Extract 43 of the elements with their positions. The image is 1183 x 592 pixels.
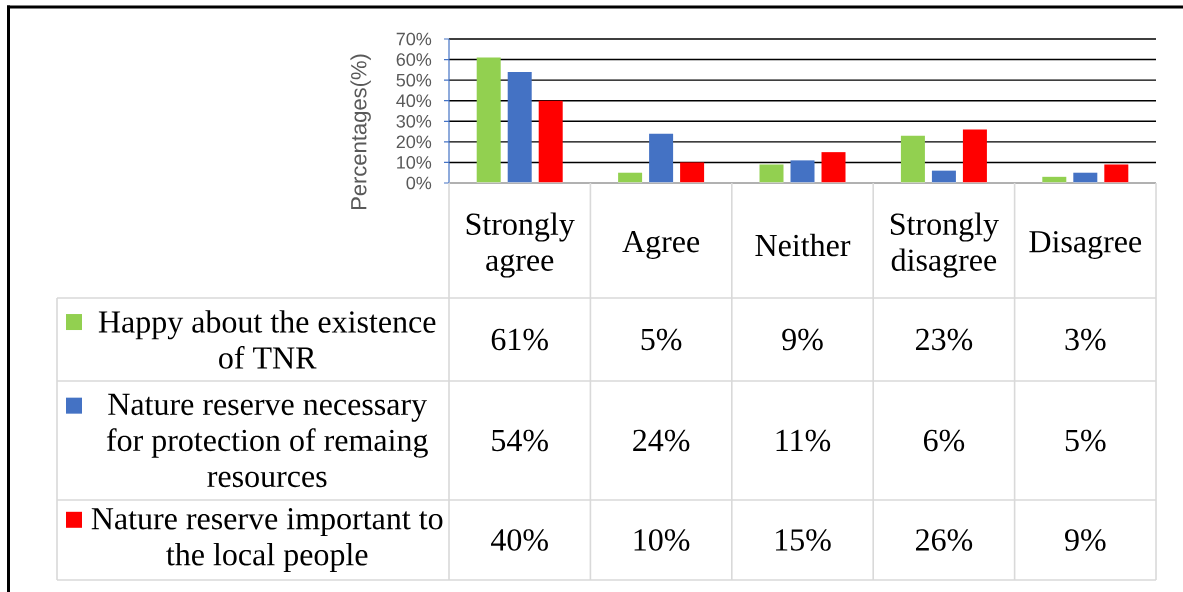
data-label: 40%: [491, 529, 548, 551]
y-tick-label: 30%: [396, 114, 432, 128]
y-tick-label: 40%: [396, 94, 432, 108]
x-tick-label: Strongly agree: [466, 212, 575, 278]
bar: [821, 152, 846, 183]
x-tick-label: Disagree: [1029, 230, 1142, 260]
data-label: 11%: [776, 429, 831, 452]
bar: [790, 160, 815, 183]
x-tick-label: Neither: [755, 233, 851, 257]
x-tick-label: Strongly disagree: [890, 212, 999, 278]
legend-label: Nature reserve important to the local people: [91, 508, 443, 572]
bar: [680, 162, 705, 183]
y-tick-label: 50%: [396, 73, 432, 87]
data-label: 24%: [633, 429, 690, 452]
data-label: 54%: [492, 429, 548, 452]
data-label: 26%: [915, 529, 973, 551]
y-tick-label: 70%: [396, 32, 432, 46]
y-tick-label: 20%: [396, 135, 432, 149]
data-label: 23%: [915, 328, 973, 351]
data-label: 3%: [1065, 328, 1106, 351]
data-label: 5%: [1065, 429, 1106, 452]
data-label: 15%: [775, 529, 831, 551]
bar: [476, 57, 501, 183]
y-tick-label: 0%: [406, 176, 432, 190]
bar: [649, 133, 674, 183]
y-axis-title: Percentages(%): [350, 54, 371, 210]
bar: [900, 135, 925, 183]
bar: [507, 71, 532, 183]
x-tick-label: Agree: [622, 230, 700, 260]
data-label: 9%: [782, 328, 823, 351]
bar: [962, 129, 987, 183]
data-label: 9%: [1065, 529, 1106, 551]
bar: [759, 164, 784, 183]
bar: [1104, 164, 1129, 183]
y-tick-label: 60%: [396, 53, 432, 66]
legend-label: Happy about the existence of TNR: [98, 310, 436, 369]
data-label: 5%: [641, 328, 682, 351]
data-label: 61%: [491, 328, 548, 351]
y-tick-label: 10%: [397, 156, 432, 169]
legend-label: Nature reserve necessary for protection of remaing resources: [106, 393, 428, 488]
data-label: 10%: [634, 529, 690, 551]
data-label: 6%: [923, 429, 965, 452]
bar: [538, 100, 563, 183]
